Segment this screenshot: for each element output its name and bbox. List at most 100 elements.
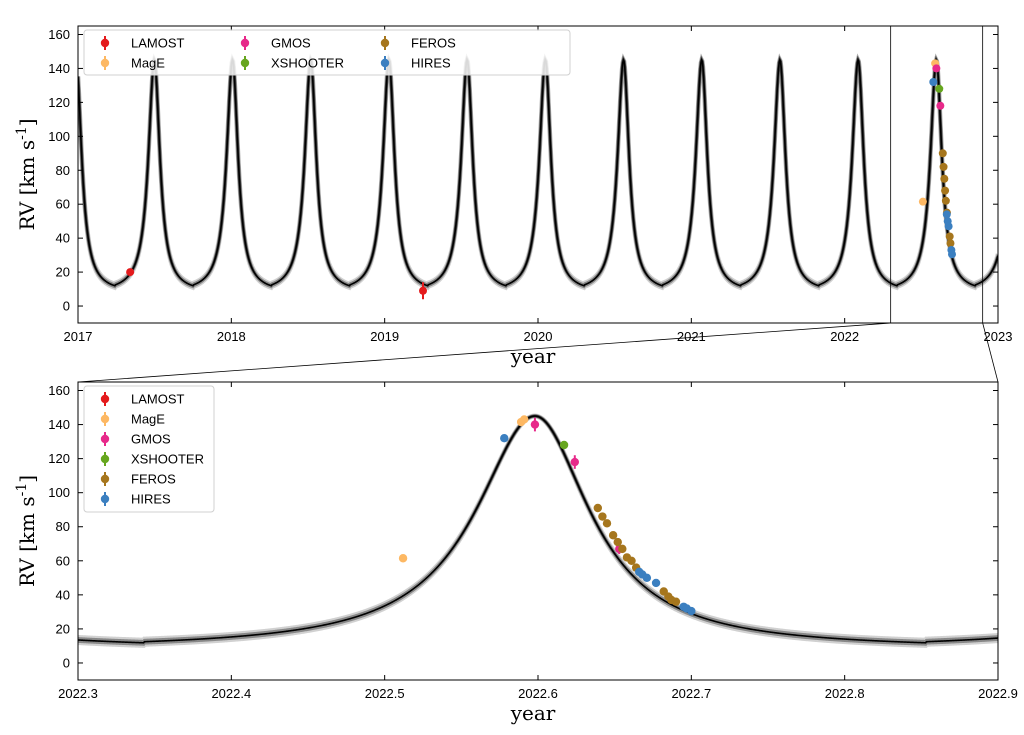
legend-label-mage: MagE: [131, 412, 165, 427]
x-tick-label-2: 2022.5: [365, 686, 405, 701]
x-tick-label-5: 2022.8: [825, 686, 865, 701]
point-mage-0: [398, 554, 408, 563]
point-feros-3: [608, 531, 618, 540]
model-curves: [78, 413, 998, 648]
point-feros-6: [945, 232, 954, 241]
legend-label-feros: FEROS: [131, 472, 176, 487]
y-tick-label-2: 40: [56, 231, 70, 246]
model-curve-0: [78, 414, 998, 648]
x-tick-label-5: 2022: [830, 329, 859, 344]
y-tick-label-4: 80: [56, 519, 70, 534]
legend-item-hires: HIRES: [100, 492, 171, 507]
model-curve-1: [78, 413, 998, 643]
legend-label-mage: MagE: [131, 56, 165, 71]
point-mage-2: [520, 415, 529, 424]
legend: LAMOST MagE GMOS XSHOOTER FEROS HIRES: [83, 29, 571, 76]
point-feros-2: [940, 174, 949, 183]
model-curve-3: [78, 414, 998, 643]
y-tick-label-6: 120: [48, 95, 70, 110]
zoom-connector-right: [982, 322, 999, 383]
legend-label-feros: FEROS: [411, 36, 456, 51]
point-hires-5: [948, 250, 956, 259]
legend-frame: [83, 29, 571, 76]
point-gmos-1: [570, 457, 579, 467]
point-hires-1: [942, 210, 951, 219]
y-tick-label-3: 60: [56, 197, 70, 212]
data-points: [126, 59, 956, 300]
zoom-connector-lines: [77, 322, 999, 383]
y-tick-label-8: 160: [48, 27, 70, 42]
y-tick-label-0: 0: [63, 299, 70, 314]
legend-label-xshooter: XSHOOTER: [271, 56, 344, 71]
y-tick-label-1: 20: [56, 265, 70, 280]
y-tick-label-6: 120: [48, 451, 70, 466]
x-tick-label-4: 2022.7: [671, 686, 711, 701]
legend-marker-gmos: [240, 38, 250, 48]
y-tick-label-5: 100: [48, 129, 70, 144]
point-feros-4: [941, 196, 950, 205]
model-curve-4: [78, 415, 998, 644]
point-gmos-0: [530, 420, 540, 429]
point-gmos-0: [932, 64, 941, 73]
x-tick-label-0: 2017: [64, 329, 93, 344]
x-tick-label-4: 2021: [677, 329, 706, 344]
legend-label-hires: HIRES: [131, 492, 171, 507]
point-hires-3: [642, 573, 652, 583]
point-feros-12: [671, 597, 681, 606]
point-gmos-1: [936, 101, 945, 110]
legend-label-xshooter: XSHOOTER: [131, 452, 204, 467]
point-feros-2: [602, 519, 612, 528]
y-axis-title: RV [km s-1]: [14, 118, 39, 230]
legend-item-xshooter: XSHOOTER: [240, 56, 344, 71]
legend-marker-mage: [100, 58, 110, 68]
legend-frame: [83, 385, 215, 513]
x-tick-label-3: 2022.6: [518, 686, 558, 701]
y-tick-label-4: 80: [56, 163, 70, 178]
legend-item-mage: MagE: [100, 56, 165, 71]
legend-marker-hires: [380, 58, 390, 68]
point-feros-7: [946, 239, 955, 248]
model-curve-2: [78, 414, 998, 646]
legend-marker-xshooter: [100, 454, 110, 464]
point-xshooter-0: [559, 440, 569, 450]
model-curves: [78, 53, 998, 291]
point-feros-5: [618, 544, 627, 554]
legend: LAMOST MagE GMOS XSHOOTER FEROS HIRES: [83, 385, 215, 513]
legend-marker-lamost: [100, 38, 110, 48]
x-tick-label-2: 2019: [370, 329, 399, 344]
x-tick-label-6: 2022.9: [978, 686, 1018, 701]
bottom-panel: 2022.3 2022.4 2022.5 2022.6 2022.7 2022.8 2022…: [14, 381, 1018, 725]
legend-marker-feros: [380, 38, 390, 48]
x-tick-label-3: 2020: [524, 329, 553, 344]
point-hires-7: [687, 606, 696, 616]
legend-label-gmos: GMOS: [131, 432, 171, 447]
y-tick-label-2: 40: [56, 587, 70, 602]
y-tick-label-3: 60: [56, 553, 70, 568]
point-feros-1: [598, 512, 607, 521]
x-tick-label-1: 2018: [217, 329, 246, 344]
x-axis-title: year: [510, 701, 556, 725]
legend-item-feros: FEROS: [100, 472, 176, 487]
point-lamost-0: [126, 268, 135, 277]
x-axis-title: year: [510, 344, 556, 368]
point-feros-0: [938, 149, 947, 158]
legend-label-lamost: LAMOST: [131, 36, 185, 51]
point-feros-3: [941, 186, 950, 195]
y-tick-label-7: 140: [48, 417, 70, 432]
legend-item-lamost: LAMOST: [100, 36, 185, 51]
y-tick-label-1: 20: [56, 621, 70, 636]
y-tick-label-8: 160: [48, 383, 70, 398]
point-hires-4: [651, 578, 661, 588]
y-axis-title: RV [km s-1]: [14, 475, 39, 587]
point-mage-0: [918, 197, 927, 206]
legend-label-gmos: GMOS: [271, 36, 311, 51]
legend-item-xshooter: XSHOOTER: [100, 452, 204, 467]
point-feros-1: [939, 162, 948, 171]
legend-item-mage: MagE: [100, 412, 165, 427]
point-lamost-1: [419, 286, 427, 295]
point-hires-3: [944, 222, 953, 231]
point-feros-4: [613, 537, 622, 547]
y-tick-label-0: 0: [63, 655, 70, 670]
legend-marker-feros: [100, 474, 110, 484]
legend-item-lamost: LAMOST: [100, 392, 185, 407]
